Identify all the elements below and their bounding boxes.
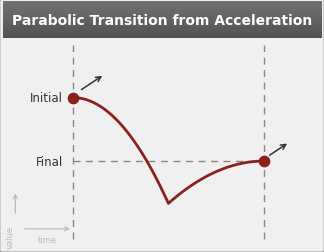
Text: Final: Final — [36, 155, 63, 168]
Text: Initial: Initial — [30, 92, 63, 105]
Point — [70, 96, 75, 100]
Text: time: time — [38, 235, 57, 244]
Point — [261, 159, 267, 163]
Text: value: value — [6, 225, 15, 248]
Text: Parabolic Transition from Acceleration: Parabolic Transition from Acceleration — [12, 14, 312, 27]
